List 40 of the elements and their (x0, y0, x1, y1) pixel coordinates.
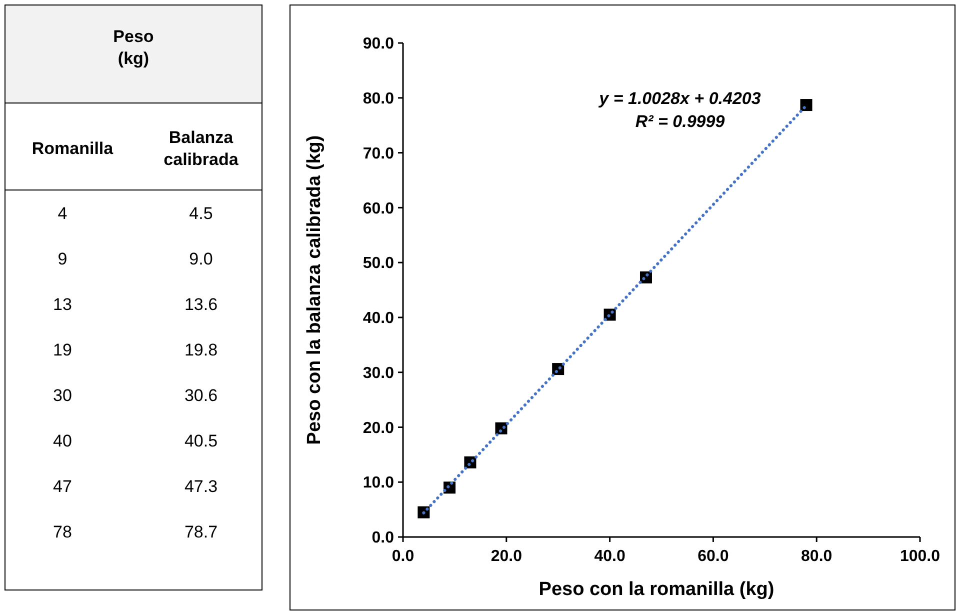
text: 4 (58, 204, 68, 223)
x-tick-label: 0.0 (392, 548, 414, 565)
y-tick-label: 50.0 (362, 255, 394, 272)
text: 78.7 (184, 522, 218, 542)
point (800, 99, 812, 112)
text: 13.6 (184, 295, 218, 314)
text: 30 (53, 386, 72, 405)
text: 47.3 (184, 477, 218, 496)
annotation: y = 1.0028x + 0.4203 (598, 89, 762, 108)
x-tick-label: 80.0 (801, 548, 832, 565)
text: 78 (53, 522, 72, 542)
text: 9.0 (189, 250, 213, 268)
text: Balanza calibrada (164, 128, 239, 169)
text: 13 (53, 295, 72, 314)
y-tick-label: 10.0 (362, 474, 394, 492)
text: 47 (53, 477, 72, 496)
text: 30.6 (184, 386, 218, 405)
text: 19.8 (184, 340, 218, 360)
text: Peso (kg) (113, 27, 154, 68)
y-tick-label: 80.0 (362, 90, 394, 108)
text: 40 (53, 432, 72, 450)
y-tick-label: 70.0 (362, 145, 394, 162)
x-tick-label: 60.0 (698, 548, 729, 565)
y-axis-title: Peso con la balanza calibrada (kg) (304, 135, 325, 445)
annotation: R² = 0.9999 (635, 112, 726, 131)
y-tick-label: 0.0 (372, 530, 394, 547)
x-tick-label: 40.0 (594, 548, 626, 565)
y-tick-label: 40.0 (362, 310, 394, 328)
y-tick-label: 20.0 (362, 420, 394, 437)
x-tick-label: 20.0 (490, 548, 522, 565)
y-tick-label: 60.0 (362, 200, 394, 218)
y-tick-label: 90.0 (362, 36, 394, 53)
text: Romanilla (32, 139, 114, 158)
text: 4.5 (189, 204, 213, 223)
text: 19 (53, 340, 72, 360)
x-axis-title: Peso con la romanilla (kg) (538, 579, 774, 600)
text: 40.5 (184, 432, 218, 450)
text: 9 (58, 250, 68, 268)
y-tick-label: 30.0 (362, 364, 394, 382)
x-tick-label: 100.0 (900, 548, 940, 565)
